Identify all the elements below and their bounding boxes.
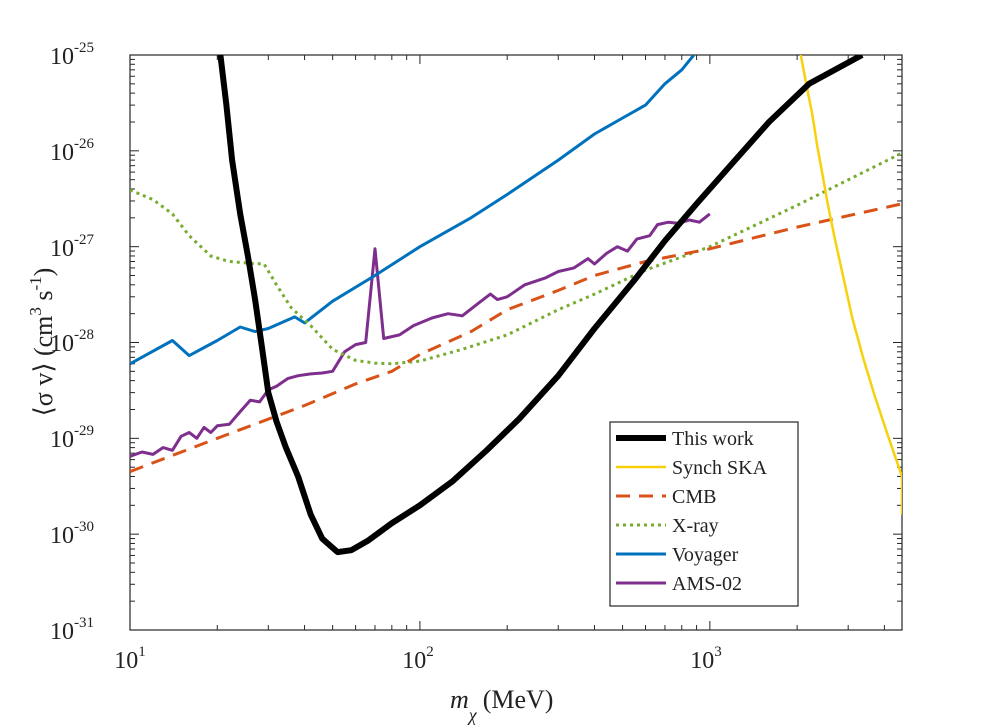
series-line-this-work (217, 55, 864, 556)
x-tick-label: 103 (690, 644, 722, 674)
legend: This work Synch SKA CMB X-ray Voyager AM… (609, 421, 799, 607)
x-tick-label: 101 (114, 644, 146, 674)
series-line-ams-02 (130, 212, 711, 458)
legend-label: Synch SKA (672, 457, 768, 479)
legend-label: Voyager (672, 544, 739, 566)
y-tick-label: 10-30 (50, 519, 94, 549)
series-line-synch-ska (799, 55, 902, 515)
series-line-voyager (130, 55, 695, 366)
x-tick-label: 102 (402, 644, 434, 674)
legend-item: This work (616, 428, 754, 450)
legend-item: Voyager (616, 544, 739, 566)
legend-box (609, 421, 799, 607)
y-tick-label: 10-26 (50, 136, 94, 166)
legend-item: X-ray (616, 515, 719, 537)
y-tick-label: 10-25 (50, 40, 94, 70)
y-tick-label: 10-31 (50, 615, 94, 645)
series-line-cmb (130, 202, 902, 474)
legend-item: AMS-02 (616, 573, 742, 595)
y-tick-label: 10-28 (50, 327, 94, 357)
legend-item: Synch SKA (616, 457, 768, 479)
legend-label: AMS-02 (672, 573, 742, 595)
y-tick-label: 10-29 (50, 423, 94, 453)
legend-label: X-ray (672, 515, 719, 537)
legend-label: CMB (672, 486, 716, 508)
legend-label: This work (672, 428, 754, 450)
x-tick-labels: 101 102 103 (114, 644, 722, 674)
legend-item: CMB (616, 486, 716, 508)
x-axis-title: mχ(MeV) (450, 685, 553, 725)
y-tick-labels: 10-31 10-30 10-29 10-28 10-27 10-26 10-2… (50, 40, 94, 645)
y-axis-title: ⟨σ v⟩ (cm3 s-1) (26, 268, 58, 417)
y-tick-label: 10-27 (50, 232, 94, 262)
